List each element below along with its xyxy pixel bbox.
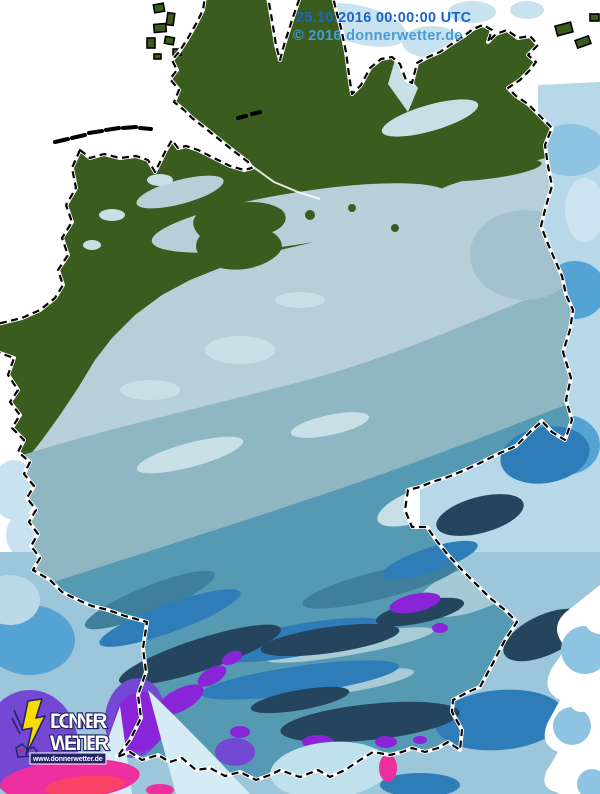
copyright-label: © 2016 donnerwetter.de [293,28,463,44]
lightning-bolt-icon [11,698,46,758]
map-header: 25.10.2016 00:00:00 UTC © 2016 donnerwet… [293,10,472,44]
radar-range-scallop-edge [544,585,600,794]
logo-url: www.donnerwetter.de [32,756,103,763]
dry-land-lueneburg [193,201,286,270]
timestamp-label: 25.10.2016 00:00:00 UTC [296,10,472,26]
logo-line1: DONNER [50,710,108,733]
heavy-precip-south [0,426,590,794]
elbe-river [251,165,321,200]
logo-line2: WETTER [50,732,110,755]
north-frisian-islands [146,2,182,60]
baltic-islands [553,13,600,50]
east-frisian-islands [53,110,262,144]
donnerwetter-logo: DONNER WETTER www.donnerwetter.de [11,698,111,765]
logo-url-bar [29,752,107,765]
